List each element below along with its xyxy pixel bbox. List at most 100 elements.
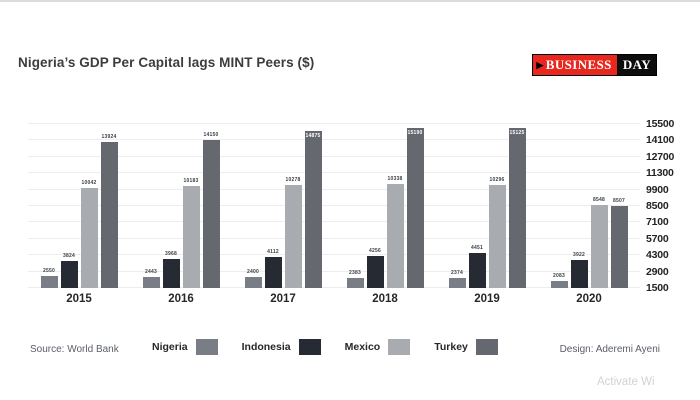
legend-label: Indonesia: [241, 341, 291, 353]
bar-group-2015: 2550 3824 10042 13924: [28, 118, 130, 288]
bar-value-label: 8548: [593, 197, 605, 204]
legend-swatch: [388, 339, 411, 355]
bar-nigeria-2017: 2400: [244, 269, 262, 288]
legend-swatch: [298, 339, 321, 355]
legend-swatch: [195, 339, 218, 355]
bar-value-label: 2083: [553, 273, 565, 280]
bar-value-label: 2383: [349, 269, 361, 276]
x-year-label-2017: 2017: [270, 293, 296, 305]
y-tick-label: 5700: [646, 232, 669, 245]
gridline: [28, 188, 640, 190]
bar-turkey-2018: 15190: [406, 127, 424, 288]
bar-value-label: 3922: [573, 251, 585, 258]
y-tick-label: 2900: [646, 265, 669, 278]
legend-label: Mexico: [344, 341, 381, 353]
bar-value-label: 3824: [63, 252, 75, 259]
bar-group-2019: 2374 4451 10296 15125: [436, 118, 538, 288]
gridline: [28, 254, 640, 256]
x-year-label-2016: 2016: [168, 293, 194, 305]
gridline: [28, 287, 640, 288]
logo-day-segment: DAY: [617, 54, 657, 76]
y-tick-label: 12700: [646, 150, 675, 163]
bar-mexico-2017: 10278: [284, 177, 302, 288]
y-tick-label: 8500: [646, 200, 669, 212]
chart-title: Nigeria’s GDP Per Capital lags MINT Peer…: [18, 55, 315, 70]
bar-indonesia-2015: 3824: [60, 253, 78, 288]
bar-turkey-2020: 8507: [610, 198, 628, 288]
y-tick-label: 1500: [646, 282, 669, 294]
y-tick-label: 14100: [646, 134, 675, 147]
design-credit: Design: Aderemi Ayeni: [559, 344, 660, 355]
bar-indonesia-2020: 3922: [570, 252, 588, 288]
gridline: [28, 123, 640, 124]
y-tick-label: 4300: [646, 249, 669, 262]
legend-label: Turkey: [434, 341, 468, 353]
logo-business-text: BUSINESS: [545, 57, 612, 72]
bar-nigeria-2016: 2443: [142, 269, 160, 288]
gridline: [28, 205, 640, 206]
bar-value-label: 3968: [165, 251, 177, 258]
bar-groups: 2550 3824 10042 13924 2443 3968 10183 14150 2400…: [28, 118, 640, 288]
bar-group-2017: 2400 4112 10278 14875: [232, 118, 334, 288]
gridline: [28, 221, 640, 223]
legend-item-mexico: Mexico: [345, 339, 411, 355]
legend-item-turkey: Turkey: [434, 339, 498, 355]
bar-group-2018: 2383 4256 10338 15190: [334, 118, 436, 288]
businessday-logo: ▶ BUSINESS DAY: [532, 54, 657, 76]
y-tick-label: 7100: [646, 216, 669, 229]
x-year-label-2015: 2015: [66, 293, 92, 305]
bar-value-label: 2443: [145, 268, 157, 275]
bar-nigeria-2019: 2374: [448, 270, 466, 288]
top-divider: [0, 0, 700, 2]
legend-item-nigeria: Nigeria: [152, 339, 218, 355]
gridline: [28, 270, 640, 272]
bar-nigeria-2020: 2083: [550, 273, 568, 288]
logo-business-segment: ▶ BUSINESS: [532, 54, 618, 76]
bar-value-label: 14150: [203, 131, 219, 138]
gridline: [28, 172, 640, 174]
bar-indonesia-2017: 4112: [264, 249, 282, 288]
y-tick-label: 11300: [646, 167, 674, 180]
chart-legend: Nigeria Indonesia Mexico Turkey: [152, 339, 522, 355]
bar-value-label: 4451: [471, 245, 483, 252]
bar-value-label: 10296: [489, 176, 505, 183]
bar-group-2016: 2443 3968 10183 14150: [130, 118, 232, 288]
bar-indonesia-2018: 4256: [366, 248, 384, 288]
bar-value-label: 15190: [407, 129, 423, 136]
bar-value-label: 15125: [509, 130, 525, 137]
bar-chart-plot-area: 2550 3824 10042 13924 2443 3968 10183 14150 2400…: [28, 118, 640, 288]
source-credit: Source: World Bank: [30, 344, 119, 355]
legend-swatch: [475, 339, 498, 355]
y-tick-label: 15500: [646, 118, 675, 130]
x-year-label-2018: 2018: [372, 293, 398, 305]
gridline: [28, 155, 640, 157]
bar-mexico-2019: 10296: [488, 177, 506, 288]
bar-value-label: 4112: [267, 249, 279, 256]
legend-label: Nigeria: [152, 341, 188, 353]
bar-value-label: 8507: [613, 197, 625, 204]
play-arrow-icon: ▶: [536, 59, 544, 70]
bar-nigeria-2018: 2383: [346, 270, 364, 288]
gridline: [28, 237, 640, 239]
y-axis-tick-labels: 15500 14100 12700 11300 9900 8500 7100 5700 4300…: [646, 118, 698, 294]
bar-indonesia-2019: 4451: [468, 245, 486, 288]
activate-windows-watermark: Activate Wi: [597, 376, 655, 388]
bar-value-label: 10338: [387, 176, 403, 183]
legend-item-indonesia: Indonesia: [242, 339, 321, 355]
bar-value-label: 4256: [369, 247, 381, 254]
bar-value-label: 2400: [247, 269, 259, 276]
bar-nigeria-2015: 2550: [40, 268, 58, 288]
bar-mexico-2020: 8548: [590, 197, 608, 288]
bar-value-label: 10278: [285, 177, 301, 184]
bar-group-2020: 2083 3922 8548 8507: [538, 118, 640, 288]
x-axis-year-labels: 2015 2016 2017 2018 2019 2020: [28, 293, 640, 305]
bar-value-label: 2374: [451, 269, 463, 276]
bar-value-label: 2550: [43, 267, 55, 274]
y-tick-label: 9900: [646, 183, 669, 196]
x-year-label-2020: 2020: [576, 293, 602, 305]
bar-turkey-2019: 15125: [508, 128, 526, 288]
bar-value-label: 13924: [101, 134, 117, 141]
bar-mexico-2016: 10183: [182, 178, 200, 288]
bar-turkey-2016: 14150: [202, 132, 220, 288]
